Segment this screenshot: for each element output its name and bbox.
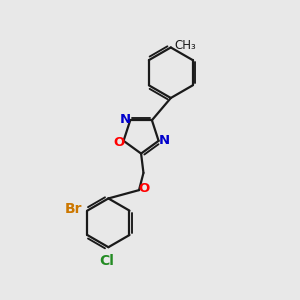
Text: N: N [120, 113, 131, 126]
Text: Br: Br [64, 202, 82, 216]
Text: O: O [114, 136, 125, 148]
Text: CH₃: CH₃ [174, 39, 196, 52]
Text: O: O [139, 182, 150, 195]
Text: Cl: Cl [100, 254, 114, 268]
Text: N: N [158, 134, 169, 147]
